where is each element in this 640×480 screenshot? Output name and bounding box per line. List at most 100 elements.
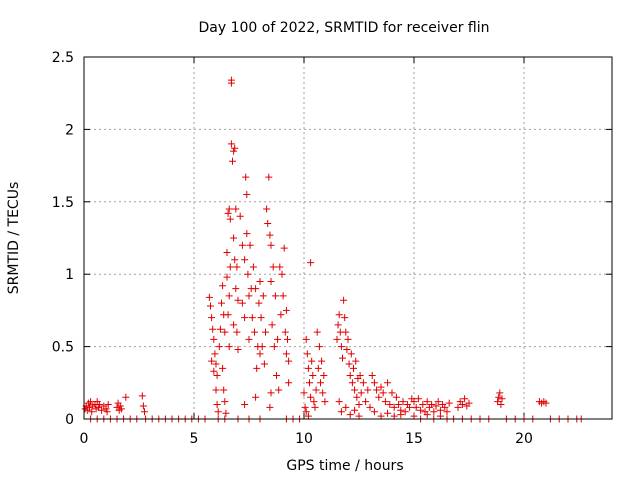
data-point (243, 230, 251, 238)
data-point (370, 408, 378, 416)
data-point (300, 389, 308, 397)
data-point (351, 386, 359, 394)
data-points (81, 76, 585, 423)
data-point (213, 372, 221, 380)
data-point (318, 357, 326, 365)
data-point (310, 398, 318, 406)
data-point (232, 205, 240, 213)
y-tick-label: 1 (65, 267, 74, 283)
data-point (88, 408, 96, 416)
data-point (242, 173, 250, 181)
data-point (351, 406, 359, 414)
data-point (388, 389, 396, 397)
data-point (340, 296, 348, 304)
data-point (102, 405, 110, 413)
data-point (377, 412, 385, 420)
data-point (241, 401, 249, 409)
data-point (353, 393, 361, 401)
data-point (211, 350, 219, 358)
data-point (214, 408, 222, 416)
data-point (225, 343, 233, 351)
data-point (494, 398, 502, 406)
data-point (423, 398, 431, 406)
data-point (397, 411, 405, 419)
data-point (356, 372, 364, 380)
data-point (302, 408, 310, 416)
data-point (226, 263, 234, 271)
data-point (335, 398, 343, 406)
data-point (94, 403, 102, 411)
data-point (346, 411, 354, 419)
data-point (282, 306, 290, 314)
data-point (428, 401, 436, 409)
data-point (219, 282, 227, 290)
data-point (406, 403, 414, 411)
data-point (276, 263, 284, 271)
data-point (141, 408, 148, 416)
data-point (234, 296, 242, 304)
data-point (317, 379, 324, 387)
data-point (255, 299, 263, 307)
data-point (245, 335, 253, 343)
data-point (222, 409, 230, 417)
data-point (225, 205, 233, 213)
data-point (395, 401, 403, 409)
data-point (269, 263, 277, 271)
data-point (334, 321, 342, 329)
data-point (345, 360, 353, 368)
data-point (230, 321, 238, 329)
data-point (368, 372, 376, 380)
data-point (231, 256, 239, 264)
data-point (357, 389, 365, 397)
data-point (399, 398, 407, 406)
data-point (229, 157, 236, 165)
data-point (232, 285, 240, 293)
data-point (231, 144, 239, 152)
data-point (303, 350, 311, 358)
data-point (412, 403, 420, 411)
data-point (267, 277, 275, 285)
data-point (284, 335, 291, 343)
data-point (266, 231, 274, 239)
data-point (210, 367, 218, 375)
data-point (246, 241, 254, 249)
data-point (339, 354, 346, 362)
data-point (495, 393, 503, 401)
data-point (220, 386, 228, 394)
data-point (223, 248, 231, 256)
data-point (139, 402, 147, 410)
data-point (308, 357, 316, 365)
data-point (386, 401, 394, 409)
data-point (445, 399, 453, 407)
data-point (273, 372, 280, 380)
data-point (224, 311, 232, 319)
y-axis-label: SRMTID / TECUs (6, 182, 22, 295)
data-point (333, 335, 341, 343)
data-point (304, 412, 312, 420)
data-point (268, 321, 276, 329)
data-point (344, 335, 352, 343)
data-point (337, 408, 345, 416)
data-point (234, 345, 242, 353)
data-point (337, 343, 345, 351)
chart-title: Day 100 of 2022, SRMTID for receiver fli… (199, 20, 490, 36)
data-point (304, 364, 312, 372)
data-point (238, 299, 246, 307)
data-point (266, 403, 274, 411)
data-point (414, 395, 422, 403)
data-point (458, 401, 466, 409)
data-point (359, 379, 367, 387)
data-point (285, 357, 293, 365)
data-point (230, 147, 238, 155)
data-point (262, 328, 269, 336)
data-point (244, 270, 252, 278)
data-point (87, 398, 95, 406)
data-point (270, 343, 278, 351)
data-point (496, 389, 504, 397)
data-point (280, 244, 288, 252)
data-point (213, 401, 221, 409)
data-point (275, 386, 283, 394)
data-point (441, 403, 449, 411)
data-point (423, 411, 431, 419)
data-point (419, 401, 427, 409)
